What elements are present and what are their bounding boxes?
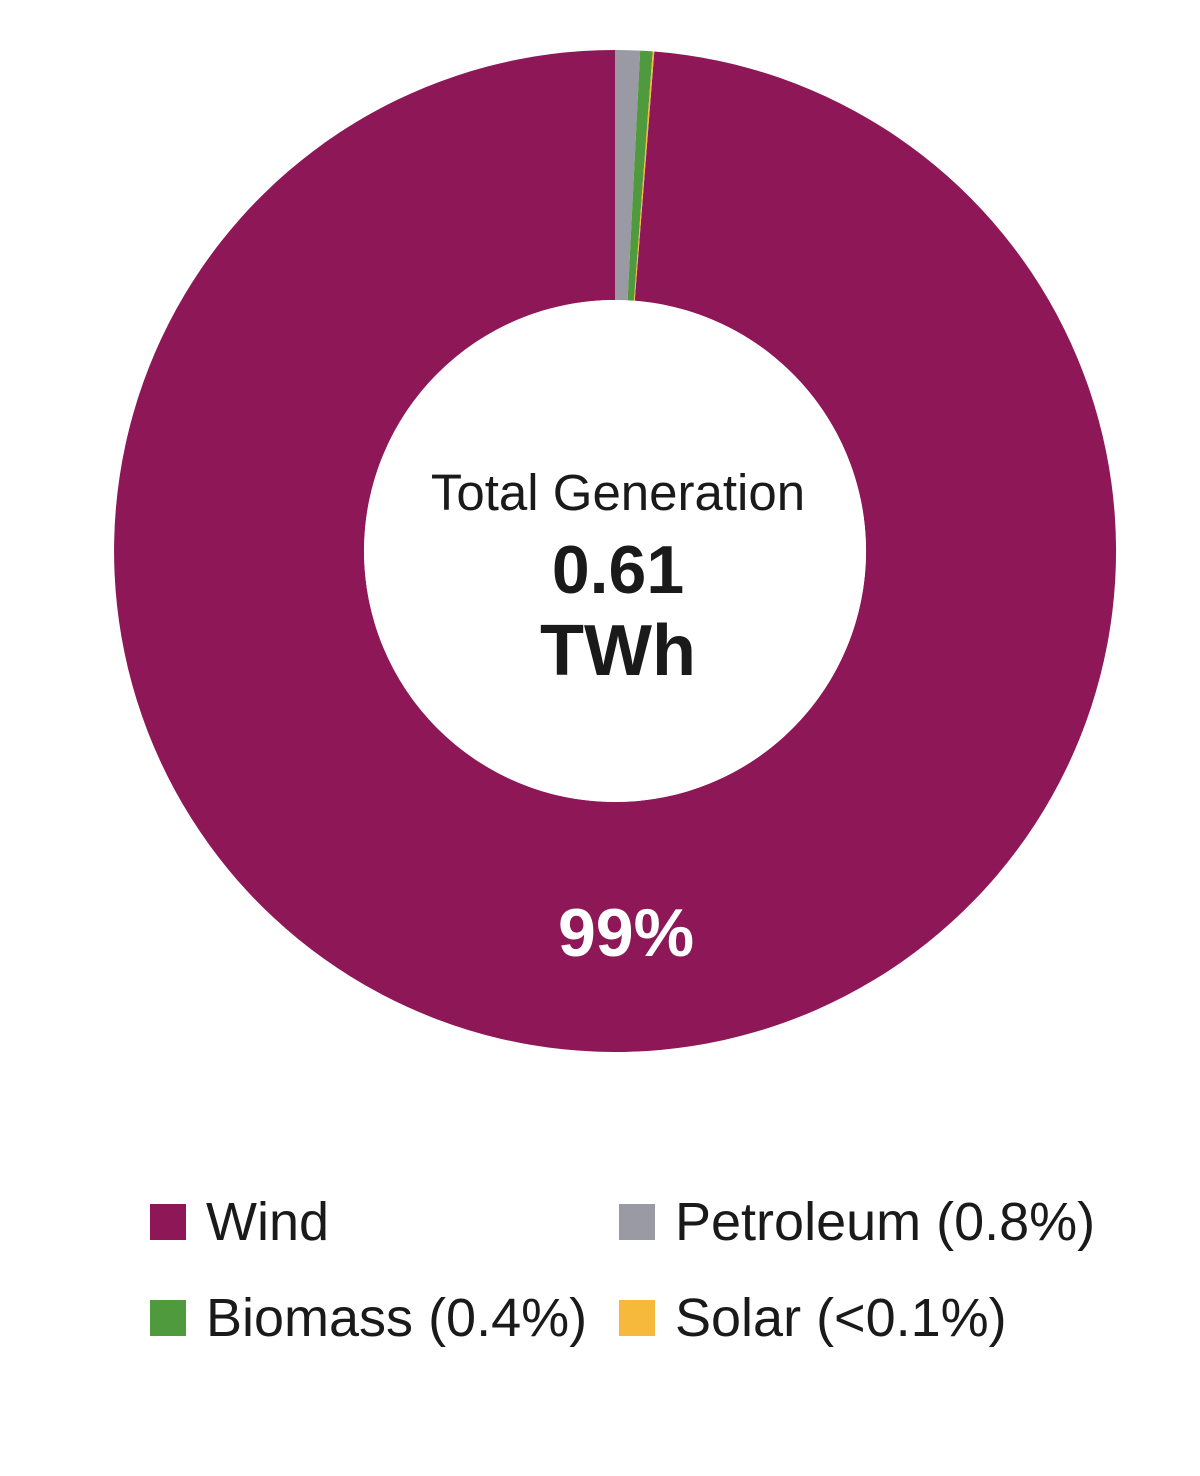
svg-text:Biomass (0.4%): Biomass (0.4%) [206, 1288, 587, 1348]
svg-text:99%: 99% [558, 895, 694, 971]
svg-text:Solar (<0.1%): Solar (<0.1%) [675, 1288, 1007, 1348]
svg-text:TWh: TWh [540, 611, 696, 691]
svg-text:0.61: 0.61 [552, 532, 684, 608]
svg-text:Total Generation: Total Generation [431, 464, 805, 521]
svg-text:Petroleum (0.8%): Petroleum (0.8%) [675, 1192, 1095, 1252]
svg-text:Wind: Wind [206, 1192, 329, 1252]
